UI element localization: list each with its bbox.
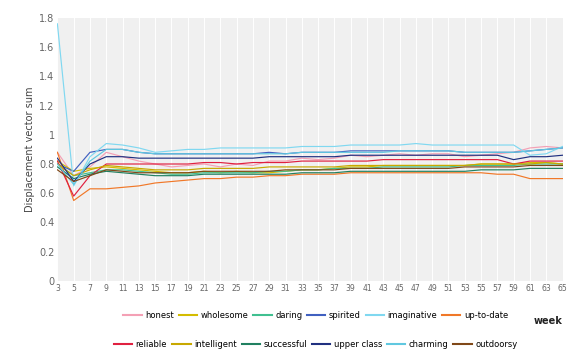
Legend: honest, wholesome, daring, spirited, imaginative, up-to-date: honest, wholesome, daring, spirited, ima… [120,308,511,323]
Text: week: week [534,316,563,326]
Y-axis label: Displacement vector sum: Displacement vector sum [25,87,35,212]
Legend: reliable, intelligent, successful, upper class, charming, outdoorsy: reliable, intelligent, successful, upper… [111,337,521,352]
